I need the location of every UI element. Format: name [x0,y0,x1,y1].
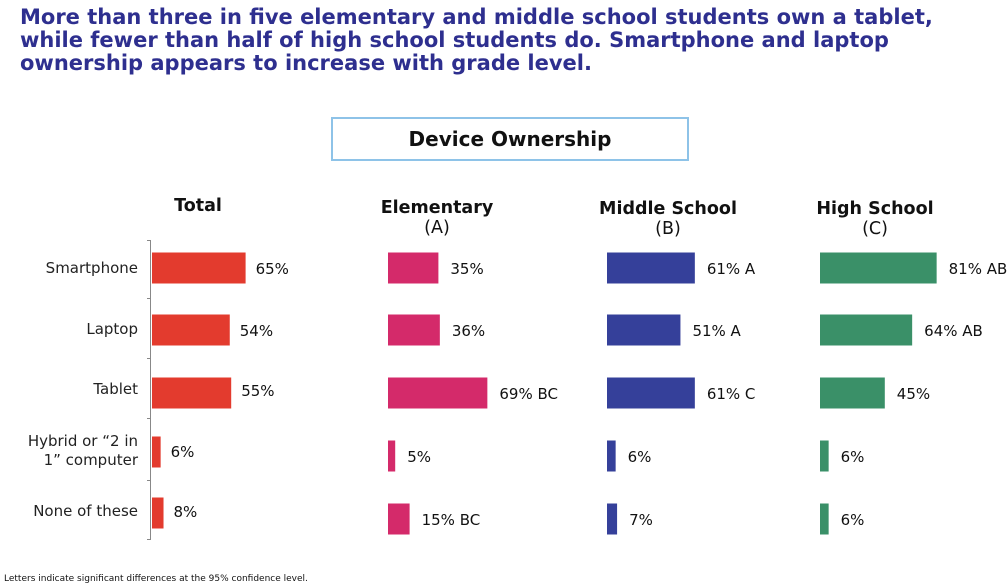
axis-tick [147,539,151,540]
category-label-none: None of these [0,502,138,521]
column-header-elementary-name: Elementary [380,198,494,218]
bar-high-school-laptop [820,314,913,346]
data-label-elementary-laptop: 36% [452,322,485,340]
data-label-elementary-tablet: 69% BC [499,385,558,403]
category-label-hybrid-line-1: Hybrid or “2 in [27,432,138,450]
column-header-high-school-name: High School [816,199,934,219]
bar-high-school-smartphone [820,252,937,284]
bar-elementary-tablet [388,377,488,409]
total-axis-line [150,240,151,540]
category-label-tablet: Tablet [0,380,138,399]
bar-high-school-tablet [820,377,885,409]
data-label-total-tablet: 55% [241,382,274,400]
data-label-middle-school-smartphone: 61% A [707,260,756,278]
data-label-total-hybrid: 6% [171,443,195,461]
category-label-none-text: None of these [33,502,138,520]
bar-middle-school-laptop [607,314,681,346]
axis-tick [147,298,151,299]
axis-tick [147,240,151,241]
data-label-high-school-hybrid: 6% [841,448,865,466]
category-label-laptop-text: Laptop [86,320,138,338]
bar-total-tablet [152,377,232,409]
headline: More than three in five elementary and m… [20,6,980,75]
category-label-hybrid: Hybrid or “2 in 1” computer [0,432,138,470]
data-label-high-school-smartphone: 81% AB [949,260,1008,278]
bar-elementary-hybrid [388,440,396,472]
column-header-total-name: Total [174,196,222,216]
data-label-high-school-laptop: 64% AB [924,322,983,340]
column-header-elementary: Elementary (A) [352,198,522,238]
bar-middle-school-smartphone [607,252,695,284]
category-label-smartphone: Smartphone [0,259,138,278]
data-label-elementary-smartphone: 35% [450,260,483,278]
bar-elementary-smartphone [388,252,439,284]
bar-middle-school-none [607,503,618,535]
column-header-elementary-letter: (A) [424,218,450,238]
bar-middle-school-hybrid [607,440,616,472]
column-header-high-school-letter: (C) [862,219,888,239]
headline-line-3: ownership appears to increase with grade… [20,51,592,75]
data-label-high-school-none: 6% [841,511,865,529]
headline-line-2: while fewer than half of high school stu… [20,28,889,52]
column-header-high-school: High School (C) [795,199,955,239]
data-label-high-school-tablet: 45% [897,385,930,403]
headline-line-1: More than three in five elementary and m… [20,5,933,29]
bar-total-hybrid [152,436,161,468]
bar-high-school-hybrid [820,440,829,472]
bar-elementary-laptop [388,314,440,346]
category-label-hybrid-line-2: 1” computer [43,451,138,469]
axis-tick [147,358,151,359]
category-label-laptop: Laptop [0,320,138,339]
bar-high-school-none [820,503,829,535]
column-header-middle-school: Middle School (B) [578,199,758,239]
bar-total-none [152,497,164,529]
data-label-total-laptop: 54% [240,322,273,340]
bar-total-laptop [152,314,230,346]
footnote: Letters indicate significant differences… [4,574,308,584]
bar-elementary-none [388,503,410,535]
column-header-middle-school-letter: (B) [655,219,681,239]
data-label-elementary-none: 15% BC [422,511,481,529]
data-label-elementary-hybrid: 5% [407,448,431,466]
data-label-total-none: 8% [174,503,198,521]
axis-tick [147,480,151,481]
column-header-middle-school-name: Middle School [599,199,737,219]
data-label-total-smartphone: 65% [256,260,289,278]
data-label-middle-school-hybrid: 6% [628,448,652,466]
category-label-tablet-text: Tablet [93,380,138,398]
category-label-smartphone-text: Smartphone [45,259,138,277]
data-label-middle-school-tablet: 61% C [707,385,756,403]
column-header-total: Total [148,196,248,216]
data-label-middle-school-none: 7% [629,511,653,529]
bar-total-smartphone [152,252,246,284]
axis-tick [147,418,151,419]
chart-title: Device Ownership [331,117,689,161]
data-label-middle-school-laptop: 51% A [692,322,741,340]
bar-middle-school-tablet [607,377,695,409]
